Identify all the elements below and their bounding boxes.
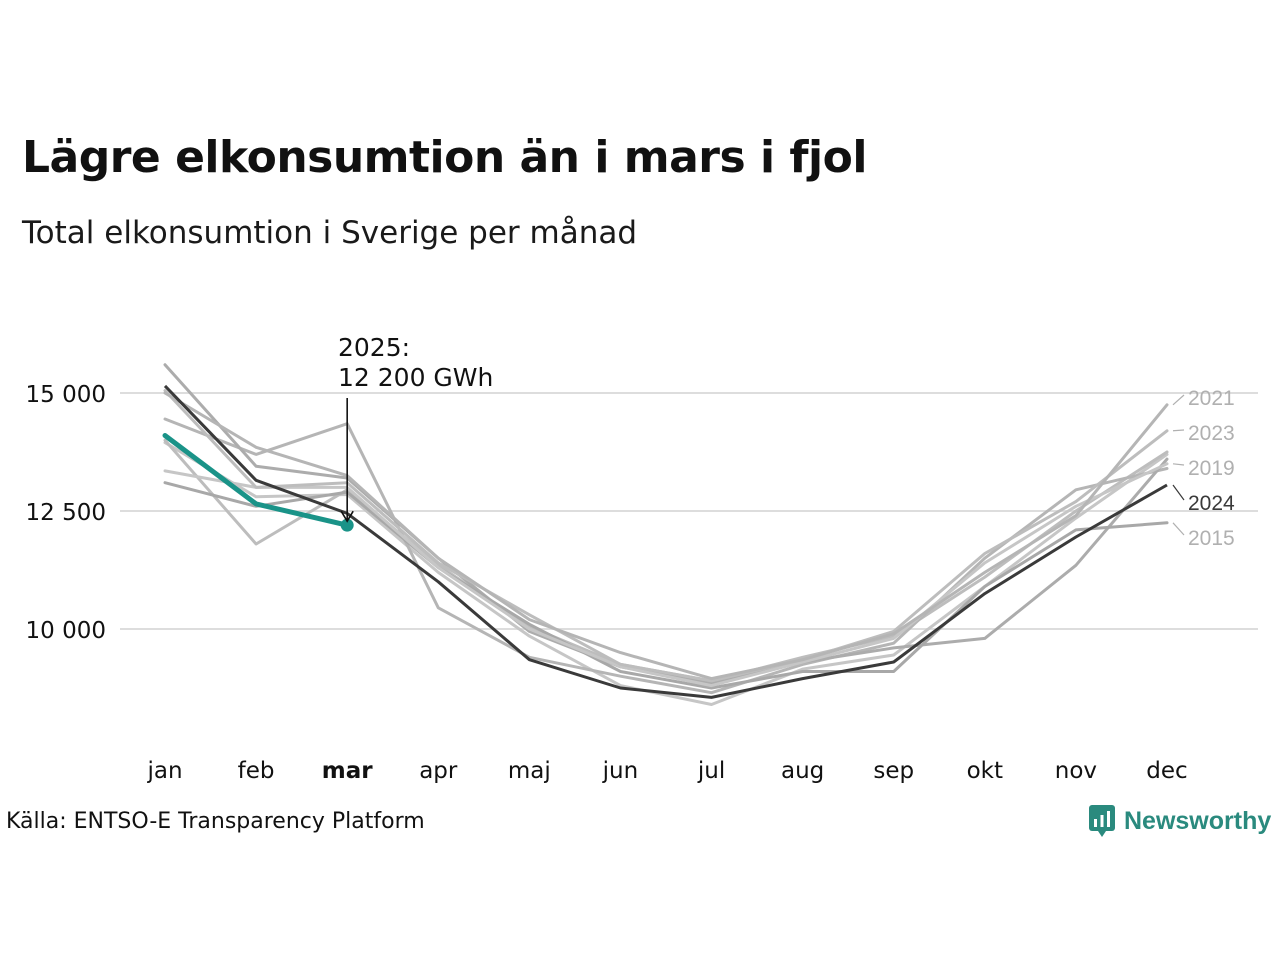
series-layer xyxy=(162,363,1169,706)
series-line-2023 xyxy=(163,389,1169,683)
x-tick-label-jan: jan xyxy=(146,758,182,784)
x-tick-label-maj: maj xyxy=(508,758,551,784)
series-label-2015: 2015 xyxy=(1188,527,1235,550)
x-tick-label-nov: nov xyxy=(1055,758,1097,784)
label-leader-2015 xyxy=(1172,522,1185,536)
x-axis-ticks: jan feb mar apr maj jun jul aug sep okt nov dec xyxy=(146,758,1187,784)
series-line-2019 xyxy=(163,462,1169,688)
series-line-2021 xyxy=(163,391,1169,681)
series-label-2024: 2024 xyxy=(1188,492,1235,515)
series-label-2023: 2023 xyxy=(1188,422,1235,445)
x-tick-label-feb: feb xyxy=(238,758,275,784)
series-point-2025-mar xyxy=(340,518,354,532)
annotation-line-2: 12 200 GWh xyxy=(338,363,493,392)
y-axis-ticks: 10 000 12 500 15 000 xyxy=(26,382,106,644)
series-labels: 2024 2021 2023 2019 2015 xyxy=(1172,387,1235,550)
chart-title: Lägre elkonsumtion än i mars i fjol xyxy=(22,132,867,183)
label-leader-2024 xyxy=(1172,484,1185,501)
source-note: Källa: ENTSO-E Transparency Platform xyxy=(6,809,425,834)
x-tick-label-sep: sep xyxy=(873,758,914,784)
annotation-arrowhead xyxy=(340,510,354,523)
series-line-2025 xyxy=(162,433,350,528)
x-tick-label-jun: jun xyxy=(602,758,639,784)
series-line-2024 xyxy=(163,384,1168,699)
x-tick-label-dec: dec xyxy=(1146,758,1187,784)
series-line-year-3 xyxy=(163,363,1169,685)
label-leader-2019 xyxy=(1172,463,1185,466)
newsworthy-logo: Newsworthy xyxy=(1088,804,1271,838)
annotation: 2025: 12 200 GWh xyxy=(338,333,493,523)
x-tick-label-mar: mar xyxy=(322,758,373,784)
y-tick-label: 12 500 xyxy=(26,500,106,526)
y-tick-label: 10 000 xyxy=(26,618,106,644)
series-label-2019: 2019 xyxy=(1188,457,1235,480)
x-tick-label-okt: okt xyxy=(967,758,1003,784)
annotation-line-1: 2025: xyxy=(338,333,410,362)
x-tick-label-aug: aug xyxy=(781,758,824,784)
label-leader-2023 xyxy=(1172,429,1185,432)
chart-subtitle: Total elkonsumtion i Sverige per månad xyxy=(22,215,638,251)
label-leader-2021 xyxy=(1172,394,1185,406)
x-tick-label-apr: apr xyxy=(419,758,458,784)
y-tick-label: 15 000 xyxy=(26,382,106,408)
logo-text: Newsworthy xyxy=(1124,806,1272,835)
series-line-year-1 xyxy=(163,438,1169,683)
series-line-year-2 xyxy=(163,417,1169,695)
x-tick-label-jul: jul xyxy=(697,758,725,784)
series-label-2021: 2021 xyxy=(1188,387,1235,410)
chart-bubble-icon xyxy=(1089,805,1115,837)
series-line-2015 xyxy=(163,481,1169,690)
